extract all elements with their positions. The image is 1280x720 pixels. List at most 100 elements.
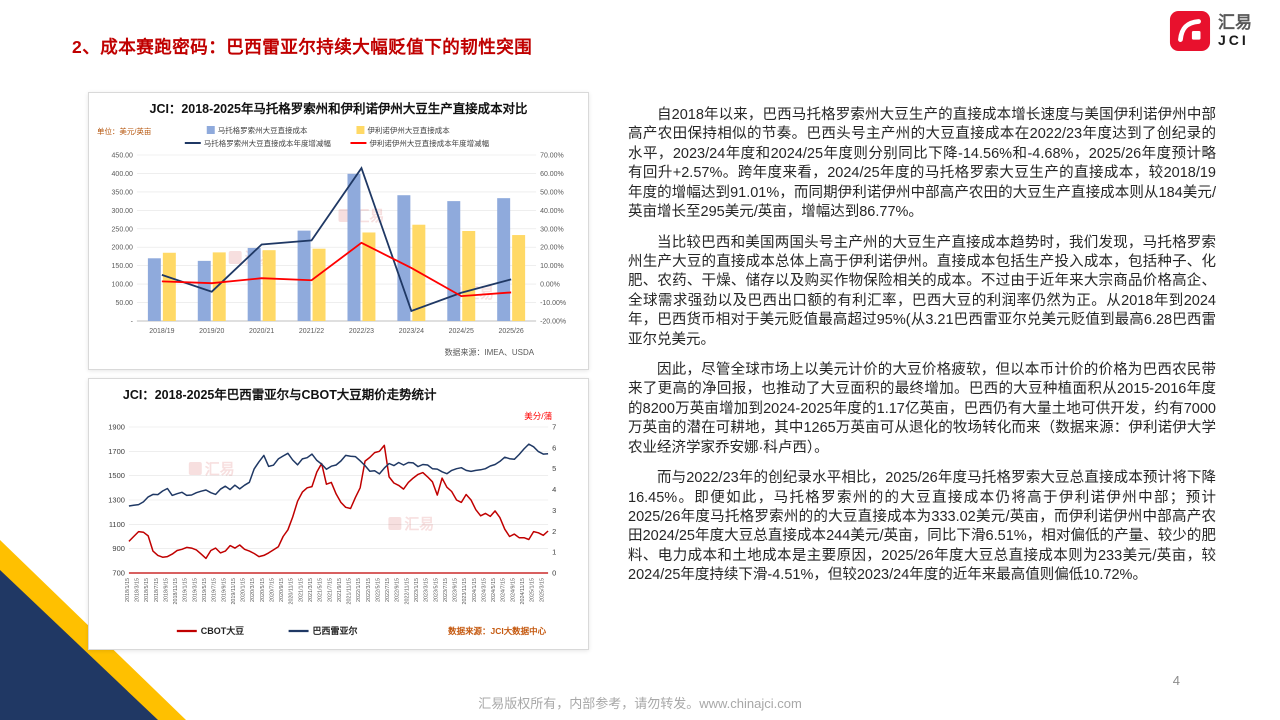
svg-text:2022/11/15: 2022/11/15 <box>404 578 410 605</box>
svg-text:2021/9/15: 2021/9/15 <box>337 578 343 602</box>
svg-text:700: 700 <box>112 568 124 577</box>
svg-text:2022/1/15: 2022/1/15 <box>356 578 362 602</box>
svg-text:150.00: 150.00 <box>112 263 133 270</box>
svg-text:-10.00%: -10.00% <box>540 300 566 307</box>
svg-text:2021/1/15: 2021/1/15 <box>298 578 304 602</box>
svg-text:2023/1/15: 2023/1/15 <box>414 578 420 602</box>
svg-text:100.00: 100.00 <box>112 282 133 289</box>
svg-text:2018/1/15: 2018/1/15 <box>125 578 131 602</box>
svg-text:2021/22: 2021/22 <box>299 328 324 335</box>
svg-text:1: 1 <box>552 548 556 557</box>
svg-text:350.00: 350.00 <box>112 189 133 196</box>
svg-text:2024/11/15: 2024/11/15 <box>520 578 526 605</box>
svg-text:2020/7/15: 2020/7/15 <box>269 578 275 602</box>
svg-text:马托格罗索州大豆直接成本: 马托格罗索州大豆直接成本 <box>218 125 308 135</box>
svg-text:2025/26: 2025/26 <box>499 328 524 335</box>
svg-text:900: 900 <box>112 544 124 553</box>
svg-text:60.00%: 60.00% <box>540 171 564 178</box>
page-title: 2、成本赛跑密码：巴西雷亚尔持续大幅贬值下的韧性突围 <box>72 37 533 57</box>
analysis-paragraph-1: 自2018年以来，巴西马托格罗索州大豆生产的直接成本增长速度与美国伊利诺伊州中部… <box>628 107 1216 221</box>
svg-text:2021/7/15: 2021/7/15 <box>327 578 333 602</box>
watermark-logo: 汇易 <box>388 516 434 533</box>
svg-text:2019/1/15: 2019/1/15 <box>183 578 189 602</box>
svg-text:2018/7/15: 2018/7/15 <box>154 578 160 602</box>
svg-text:数据来源：JCI大数据中心: 数据来源：JCI大数据中心 <box>448 626 546 636</box>
svg-text:2023/24: 2023/24 <box>399 328 424 335</box>
svg-text:200.00: 200.00 <box>112 245 133 252</box>
svg-text:250.00: 250.00 <box>112 226 133 233</box>
svg-text:2024/9/15: 2024/9/15 <box>510 578 516 602</box>
analysis-paragraph-4: 而与2022/23年的创纪录水平相比，2025/26年度马托格罗索大豆总直接成本… <box>628 470 1216 584</box>
svg-text:1500: 1500 <box>108 471 125 480</box>
logo-text-cn: 汇易 <box>1218 12 1252 32</box>
svg-text:美分/蒲: 美分/蒲 <box>524 411 552 421</box>
svg-text:2020/1/15: 2020/1/15 <box>241 578 247 602</box>
svg-text:2020/3/15: 2020/3/15 <box>250 578 256 602</box>
svg-text:2020/5/15: 2020/5/15 <box>260 578 266 602</box>
svg-text:1700: 1700 <box>108 447 125 456</box>
svg-text:50.00: 50.00 <box>115 300 133 307</box>
svg-text:伊利诺伊州大豆直接成本: 伊利诺伊州大豆直接成本 <box>367 125 450 135</box>
svg-text:数据来源：IMEA、USDA: 数据来源：IMEA、USDA <box>445 347 535 357</box>
svg-text:2020/11/15: 2020/11/15 <box>289 578 295 605</box>
svg-text:7: 7 <box>552 422 556 431</box>
svg-text:1900: 1900 <box>108 422 125 431</box>
svg-text:400.00: 400.00 <box>112 171 133 178</box>
svg-text:2022/9/15: 2022/9/15 <box>395 578 401 602</box>
page-number: 4 <box>1172 673 1180 688</box>
svg-text:40.00%: 40.00% <box>540 208 564 215</box>
svg-text:2018/3/15: 2018/3/15 <box>135 578 141 602</box>
footer-copyright: 汇易版权所有，内部参考，请勿转发。www.chinajci.com <box>478 696 802 711</box>
svg-text:2022/7/15: 2022/7/15 <box>385 578 391 602</box>
svg-text:2018/9/15: 2018/9/15 <box>163 578 169 602</box>
svg-text:巴西雷亚尔: 巴西雷亚尔 <box>313 625 358 636</box>
svg-text:JCI：2018-2025年巴西雷亚尔与CBOT大豆期价走势: JCI：2018-2025年巴西雷亚尔与CBOT大豆期价走势统计 <box>123 387 437 402</box>
svg-text:1100: 1100 <box>109 520 125 529</box>
svg-text:2019/11/15: 2019/11/15 <box>231 578 237 605</box>
svg-text:2022/3/15: 2022/3/15 <box>366 578 372 602</box>
svg-text:2024/1/15: 2024/1/15 <box>472 578 478 602</box>
svg-text:2023/11/15: 2023/11/15 <box>462 578 468 605</box>
svg-text:2019/7/15: 2019/7/15 <box>212 578 218 602</box>
logo-text-en: JCI <box>1218 32 1249 49</box>
svg-text:50.00%: 50.00% <box>540 189 564 196</box>
svg-text:2023/7/15: 2023/7/15 <box>443 578 449 602</box>
watermark-logo: 汇易 <box>188 461 235 478</box>
jci-logo-icon <box>1169 10 1211 52</box>
svg-text:2024/7/15: 2024/7/15 <box>501 578 507 602</box>
svg-text:汇易: 汇易 <box>205 461 235 478</box>
svg-text:2024/5/15: 2024/5/15 <box>491 578 497 602</box>
svg-text:-20.00%: -20.00% <box>540 318 566 325</box>
svg-text:马托格罗索州大豆直接成本年度增减幅: 马托格罗索州大豆直接成本年度增减幅 <box>204 138 332 148</box>
svg-text:450.00: 450.00 <box>112 152 133 159</box>
svg-text:3: 3 <box>552 506 556 515</box>
svg-text:2019/9/15: 2019/9/15 <box>221 578 227 602</box>
svg-text:伊利诺伊州大豆直接成本年度增减幅: 伊利诺伊州大豆直接成本年度增减幅 <box>369 138 489 148</box>
svg-text:汇易: 汇易 <box>404 516 434 533</box>
svg-text:6: 6 <box>552 443 556 452</box>
svg-text:2019/5/15: 2019/5/15 <box>202 578 208 602</box>
svg-text:2018/5/15: 2018/5/15 <box>144 578 150 602</box>
svg-text:2018/19: 2018/19 <box>149 328 174 335</box>
analysis-paragraph-3: 因此，尽管全球市场上以美元计价的大豆价格疲软，但以本币计价的价格为巴西农民带来了… <box>628 362 1216 456</box>
svg-text:2022/23: 2022/23 <box>349 328 374 335</box>
svg-text:2024/25: 2024/25 <box>449 328 474 335</box>
brl-cbot-chart-panel: JCI：2018-2025年巴西雷亚尔与CBOT大豆期价走势统计美分/蒲 700 9… <box>88 378 589 650</box>
svg-text:CBOT大豆: CBOT大豆 <box>201 625 244 636</box>
svg-text:-: - <box>131 318 134 325</box>
svg-text:2024/3/15: 2024/3/15 <box>481 578 487 602</box>
svg-text:2021/5/15: 2021/5/15 <box>318 578 324 602</box>
svg-text:2019/20: 2019/20 <box>199 328 224 335</box>
svg-text:2023/5/15: 2023/5/15 <box>433 578 439 602</box>
analysis-paragraph-2: 当比较巴西和美国两国头号主产州的大豆生产直接成本趋势时，我们发现，马托格罗索州生… <box>628 234 1216 348</box>
svg-text:2: 2 <box>552 527 556 536</box>
svg-text:2019/3/15: 2019/3/15 <box>192 578 198 602</box>
svg-text:30.00%: 30.00% <box>540 226 564 233</box>
company-logo: 汇易 JCI <box>1169 10 1252 52</box>
svg-text:20.00%: 20.00% <box>540 245 564 252</box>
svg-text:5: 5 <box>552 464 556 473</box>
cost-comparison-chart: JCI：2018-2025年马托格罗索州和伊利诺伊州大豆生产直接成本对比单位：美… <box>97 101 566 357</box>
svg-text:2023/9/15: 2023/9/15 <box>453 578 459 602</box>
svg-text:0.00%: 0.00% <box>540 282 560 289</box>
